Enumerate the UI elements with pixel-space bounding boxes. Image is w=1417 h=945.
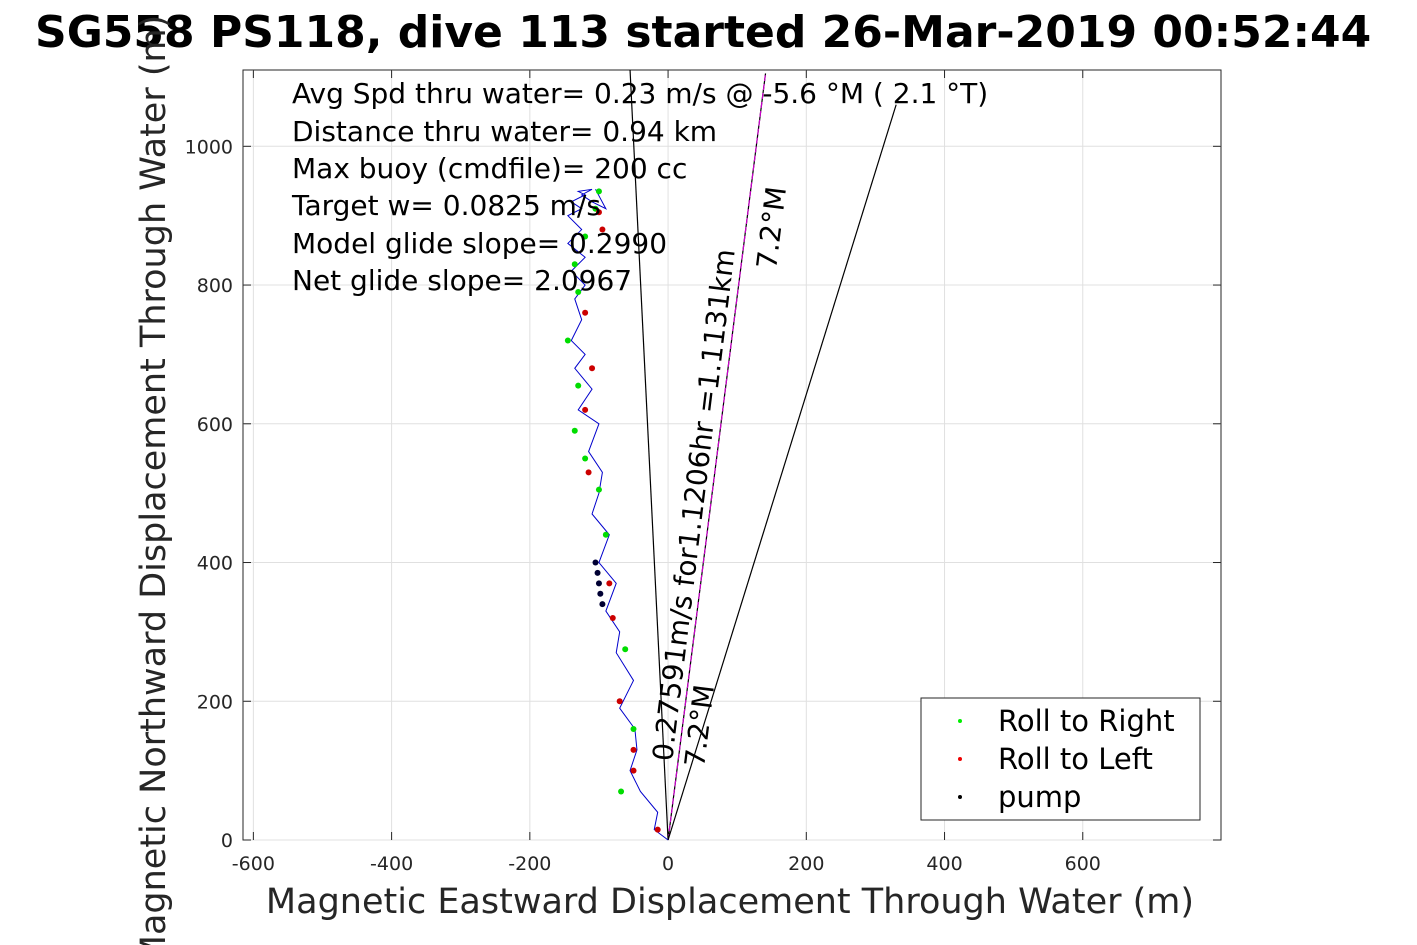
annotation-distance: Distance thru water= 0.94 km <box>292 115 717 148</box>
legend: Roll to Right Roll to Left pump <box>920 697 1201 821</box>
track-marker <box>582 233 589 240</box>
x-tick-label: 0 <box>662 853 674 875</box>
track-marker <box>589 365 596 372</box>
x-tick-label: -200 <box>508 853 551 875</box>
legend-label-roll-right: Roll to Right <box>998 704 1175 738</box>
x-tick-label: 400 <box>926 853 962 875</box>
track-marker <box>595 580 602 587</box>
legend-marker-roll-right <box>958 719 962 723</box>
annotation-target-w: Target w= 0.0825 m/s <box>291 189 601 222</box>
x-tick-label: -400 <box>370 853 413 875</box>
track-marker <box>575 382 582 389</box>
y-tick-label: 200 <box>197 691 233 713</box>
annotation-avg-speed: Avg Spd thru water= 0.23 m/s @ -5.6 °M (… <box>292 77 988 110</box>
track-marker <box>571 261 578 268</box>
track-marker <box>630 726 637 733</box>
y-axis-label: Magnetic Northward Displacement Through … <box>134 15 174 945</box>
reference-line <box>629 69 669 841</box>
track-line <box>567 188 669 841</box>
track-marker <box>592 559 599 566</box>
track-marker <box>654 826 661 833</box>
annotation-net-glide: Net glide slope= 2.0967 <box>292 264 632 297</box>
x-tick-label: -600 <box>232 853 275 875</box>
y-tick-label: 400 <box>197 553 233 575</box>
track-marker <box>602 531 609 538</box>
y-tick-label: 0 <box>221 830 233 852</box>
track-marker <box>606 580 613 587</box>
track-series <box>567 188 669 841</box>
track-marker <box>622 646 629 653</box>
track-marker <box>618 788 625 795</box>
track-marker <box>595 188 602 195</box>
annotation-model-glide: Model glide slope= 0.2990 <box>292 227 667 260</box>
track-marker <box>599 601 606 608</box>
track-marker <box>599 226 606 233</box>
annotation-max-buoy: Max buoy (cmdfile)= 200 cc <box>292 152 687 185</box>
track-marker <box>571 427 578 434</box>
reference-lines <box>629 69 897 841</box>
track-marker <box>630 746 637 753</box>
track-marker <box>594 569 601 576</box>
marker-series <box>564 188 661 833</box>
track-marker <box>595 486 602 493</box>
x-tick-label: 600 <box>1065 853 1101 875</box>
legend-box <box>920 697 1201 821</box>
track-marker <box>582 455 589 462</box>
track-marker <box>597 590 604 597</box>
axis-ticks: -600 -400 -200 0 200 400 600 0 200 400 600 800 1000 <box>185 70 1221 875</box>
y-tick-label: 600 <box>197 414 233 436</box>
reference-line <box>667 73 767 841</box>
track-marker <box>630 767 637 774</box>
legend-label-roll-left: Roll to Left <box>998 742 1153 776</box>
track-marker <box>575 288 582 295</box>
reference-line <box>667 104 897 841</box>
track-marker <box>585 469 592 476</box>
track-marker <box>582 309 589 316</box>
legend-label-pump: pump <box>998 780 1081 814</box>
track-marker <box>609 615 616 622</box>
legend-marker-roll-left <box>958 757 962 761</box>
track-marker <box>616 698 623 705</box>
grid-lines <box>243 70 1221 841</box>
track-marker <box>582 406 589 413</box>
track-marker <box>564 337 571 344</box>
x-tick-label: 200 <box>788 853 824 875</box>
chart-title: SG558 PS118, dive 113 started 26-Mar-201… <box>35 7 1371 58</box>
legend-marker-pump <box>958 795 962 799</box>
track-marker <box>595 209 602 216</box>
y-tick-label: 800 <box>197 275 233 297</box>
y-tick-label: 1000 <box>185 136 233 158</box>
x-axis-label: Magnetic Eastward Displacement Through W… <box>266 882 1194 922</box>
